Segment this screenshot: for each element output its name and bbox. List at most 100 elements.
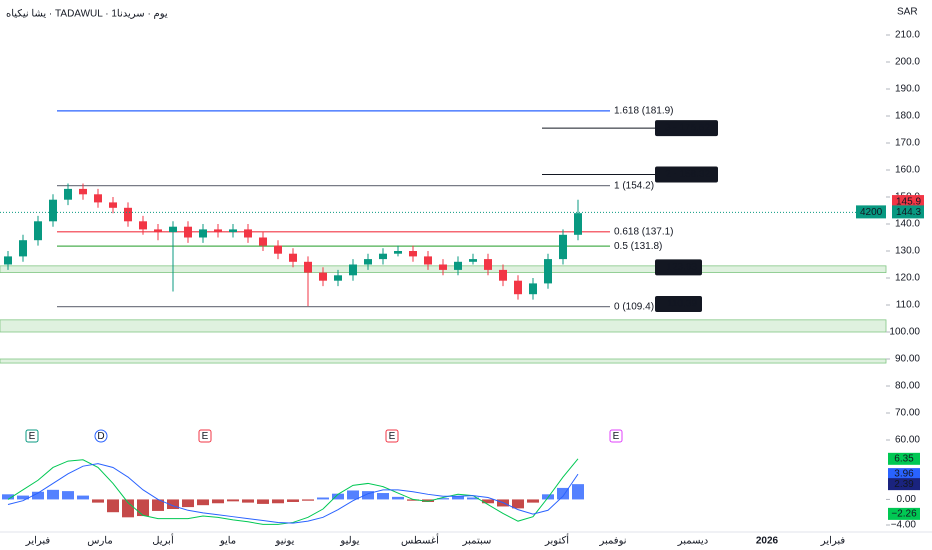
fib-label: 0.5 (131.8)	[614, 241, 662, 252]
y-tick-label: 180.0	[895, 111, 920, 122]
fib-label: 1.618 (181.9)	[614, 106, 674, 117]
x-tick-label: نوفمبر	[598, 536, 626, 547]
target-label: 2 - 158.32	[665, 169, 710, 180]
candle-body	[409, 251, 417, 257]
candle-body	[199, 229, 207, 238]
histogram-bar	[17, 495, 29, 500]
candle-body	[244, 229, 252, 238]
candle-body	[349, 264, 357, 276]
histogram-bar	[452, 496, 464, 500]
histogram-bar	[92, 499, 104, 503]
event-badge	[385, 429, 399, 443]
y-tick-label: 90.00	[895, 354, 920, 365]
histogram-bar	[107, 499, 119, 513]
y-tick-label: 190.0	[895, 84, 920, 95]
target-box	[655, 166, 718, 183]
candle-body	[529, 283, 537, 295]
candle-body	[544, 259, 552, 284]
marker-box	[655, 259, 702, 276]
histogram-bar	[572, 484, 584, 500]
chart-title: يشا نيكياه · TADAWUL · 1يوم · سريدنا	[6, 9, 168, 20]
y-tick-label: 170.0	[895, 138, 920, 149]
currency: SAR	[897, 7, 918, 18]
histogram-bar	[227, 499, 239, 502]
event-label: E	[29, 431, 36, 442]
histogram-bar	[317, 497, 329, 500]
x-tick-label: فبراير	[25, 536, 51, 547]
candle-body	[394, 251, 402, 254]
histogram-bar	[392, 496, 404, 500]
event-badge	[198, 429, 212, 443]
y-tick-label: 160.0	[895, 165, 920, 176]
y-tick-label: 140.0	[895, 219, 920, 230]
event-label: D	[97, 431, 104, 442]
histogram-bar	[62, 491, 74, 500]
x-tick-label: مارس	[87, 536, 112, 547]
marker-label: 123.93	[666, 262, 697, 273]
histogram-bar	[287, 499, 299, 502]
histogram-bar	[47, 489, 59, 500]
x-tick-label: أكتوبر	[544, 534, 569, 547]
x-tick-label: يونيو	[275, 536, 295, 547]
histogram-bar	[152, 499, 164, 511]
zone	[0, 358, 887, 364]
candle-body	[19, 240, 27, 257]
y-tick-label: 210.0	[895, 30, 920, 41]
marker-label: 110.39	[667, 299, 697, 310]
candle-body	[364, 259, 372, 265]
candle-body	[424, 256, 432, 265]
histogram-bar	[197, 499, 209, 506]
x-tick-label: يوليو	[339, 536, 359, 547]
macd-macd-line	[7, 458, 579, 525]
candle-body	[184, 226, 192, 238]
candle-body	[274, 245, 282, 254]
event-label: E	[613, 431, 620, 442]
y-tick-label: 60.00	[895, 435, 920, 446]
histogram-bar	[437, 498, 449, 500]
y-tick-label: 130.0	[895, 246, 920, 257]
histogram-bar	[527, 499, 539, 503]
x-tick-label: أبريل	[152, 534, 174, 547]
candle-body	[169, 226, 177, 233]
x-tick-label: ديسمبر	[677, 536, 708, 547]
histogram-bar	[242, 499, 254, 503]
histogram-bar	[272, 499, 284, 504]
candle-body	[304, 261, 312, 273]
y-tick-label: −4.00	[891, 520, 917, 531]
histogram-bar	[362, 491, 374, 500]
y-tick-label: 80.00	[895, 381, 920, 392]
event-label: E	[202, 431, 209, 442]
histogram-bar	[512, 499, 524, 509]
macd-tag-label: −2.26	[891, 509, 917, 520]
histogram-bar	[2, 494, 14, 500]
candle-body	[64, 188, 72, 200]
candle-body	[379, 253, 387, 260]
candle-body	[514, 280, 522, 295]
histogram-bar	[302, 499, 314, 501]
volume-tag	[856, 205, 886, 219]
candle-body	[559, 234, 567, 260]
candle-body	[34, 221, 42, 241]
candle-body	[469, 259, 477, 262]
macd-tag	[888, 468, 920, 481]
candle-body	[4, 256, 12, 265]
price-tag	[892, 195, 924, 209]
target-box	[655, 120, 718, 137]
histogram-bar	[137, 499, 149, 517]
x-tick-label: أغسطس	[401, 534, 439, 547]
y-tick-label: 110.0	[896, 300, 921, 311]
marker-box	[655, 295, 702, 312]
candle-body	[154, 229, 162, 233]
candle-body	[49, 199, 57, 222]
candle-body	[229, 229, 237, 233]
price-tag	[892, 205, 924, 219]
histogram-bar	[422, 499, 434, 502]
macd-tag	[888, 507, 920, 520]
histogram-bar	[182, 499, 194, 508]
histogram-bar	[332, 493, 344, 500]
price-tag-label: 145.9	[896, 197, 921, 208]
macd-signal-line	[7, 463, 579, 524]
zone	[0, 319, 887, 333]
macd-tag	[888, 452, 920, 465]
